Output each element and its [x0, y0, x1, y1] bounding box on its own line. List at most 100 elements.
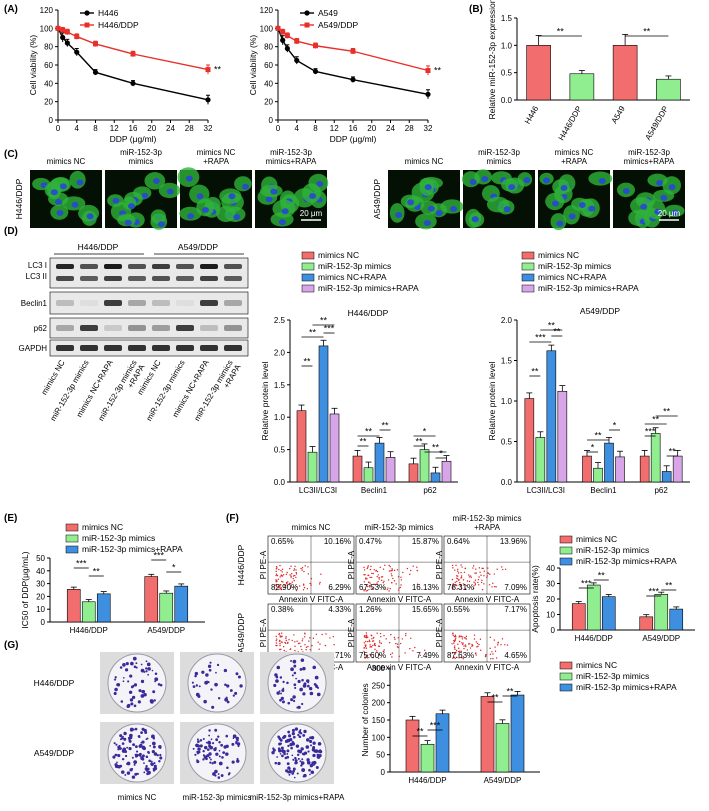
colony [197, 750, 201, 754]
colony [114, 676, 117, 679]
event-dot [391, 656, 393, 658]
colony [285, 769, 289, 773]
event-dot [369, 568, 372, 571]
bar [546, 350, 557, 483]
data-point [92, 69, 99, 75]
colony [287, 744, 290, 748]
colony [114, 687, 118, 692]
event-dot [280, 574, 282, 576]
colony [140, 679, 145, 684]
quadrant-percent: 7.09% [504, 583, 527, 592]
colony [291, 728, 296, 733]
blot-band [200, 300, 218, 306]
colony [232, 737, 235, 740]
event-dot [391, 570, 393, 572]
colony [231, 760, 235, 764]
colony [194, 674, 197, 678]
event-dot [302, 638, 304, 640]
bar [374, 442, 385, 483]
cell-nucleus [588, 205, 596, 212]
colony [129, 674, 133, 678]
event-dot [477, 581, 479, 584]
colony [294, 759, 298, 763]
event-dot [477, 578, 480, 581]
colony [211, 762, 214, 765]
legend-swatch [301, 284, 315, 293]
event-dot [500, 644, 502, 646]
flow-y-label: PI PE-A [435, 550, 444, 579]
colony [312, 741, 316, 745]
cell-nucleus [270, 188, 278, 195]
event-dot [458, 640, 461, 643]
x-tick-label: 28 [185, 124, 194, 133]
y-tick-label: 1.5 [501, 14, 513, 23]
data-point [275, 25, 281, 31]
colony [127, 736, 131, 740]
event-dot [412, 565, 414, 567]
colony [215, 738, 219, 742]
x-tick-label: 28 [405, 124, 414, 133]
event-dot [364, 657, 366, 659]
colony [302, 684, 307, 688]
event-dot [278, 587, 280, 589]
blot-band [128, 345, 146, 351]
event-dot [311, 644, 313, 647]
y-tick-label: 40 [36, 567, 45, 576]
legend-label: H446/DDP [98, 20, 139, 30]
event-dot [303, 570, 305, 573]
event-dot [304, 632, 306, 634]
significance-label: *** [535, 333, 546, 343]
colony [223, 668, 228, 673]
event-dot [374, 648, 376, 651]
legend-swatch [65, 545, 79, 554]
event-dot [288, 638, 290, 641]
event-dot [366, 567, 369, 570]
colony [210, 738, 213, 741]
colony [131, 695, 136, 700]
event-dot [469, 647, 472, 649]
colony [131, 775, 136, 779]
event-dot [459, 635, 461, 637]
colony [132, 656, 137, 661]
condition-label: mimics [487, 157, 512, 166]
bar [569, 73, 595, 101]
quadrant-percent: 0.64% [447, 537, 470, 546]
event-dot [280, 648, 282, 651]
colony [303, 729, 307, 734]
event-dot [468, 580, 471, 583]
event-dot [363, 650, 365, 653]
cell-nucleus [668, 184, 676, 191]
colony [147, 750, 150, 754]
colony [229, 689, 233, 692]
plate-column-label: miR-152-3p mimics+RAPA [250, 793, 345, 802]
significance-label: *** [324, 324, 335, 334]
y-tick-label: 2.0 [274, 348, 286, 357]
legend-swatch [559, 661, 573, 670]
colony [305, 745, 310, 749]
event-dot [462, 583, 465, 585]
event-dot [363, 581, 366, 583]
micrograph [255, 170, 329, 228]
bar [639, 616, 654, 631]
colony [300, 761, 305, 765]
colony [138, 753, 141, 757]
colony [280, 692, 282, 695]
event-dot [382, 581, 384, 584]
row-label: A549/DDP [236, 613, 246, 653]
data-point [60, 34, 66, 41]
colony [206, 748, 210, 751]
y-tick-label: 0.0 [501, 96, 513, 105]
colony [151, 762, 154, 766]
colony [237, 745, 240, 748]
event-dot [293, 568, 296, 570]
colony [206, 754, 210, 758]
colony [312, 746, 316, 750]
colony [216, 663, 220, 667]
event-dot [376, 582, 378, 584]
event-dot [275, 589, 277, 591]
event-dot [367, 574, 370, 577]
legend-swatch [65, 523, 79, 532]
event-dot [383, 580, 385, 582]
colony [235, 736, 239, 741]
